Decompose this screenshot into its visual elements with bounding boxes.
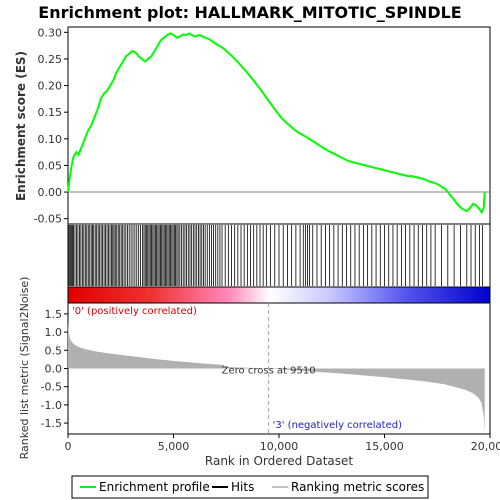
rank-y-tick-label: 1.5: [45, 308, 63, 321]
correlation-color-bar: [67, 286, 491, 304]
es-y-tick-label: 0.15: [38, 106, 63, 119]
rank-y-tick-label: -1.0: [41, 399, 62, 412]
es-y-tick-label: 0.10: [38, 133, 63, 146]
x-tick-label: 5,000: [158, 440, 190, 453]
x-tick-label: 15,000: [365, 440, 404, 453]
zero-cross-label: Zero cross at 9510: [222, 366, 316, 377]
x-axis-label: Rank in Ordered Dataset: [205, 454, 353, 468]
rank-y-axis-label: Ranked list metric (Signal2Noise): [18, 277, 31, 460]
ranked-metric-panel: -1.5 -1.0 -0.5 0.0 0.5 1.0 1.5 Zero cross at 9…: [18, 277, 491, 460]
x-tick-label: 20,000: [471, 440, 500, 453]
enrichment-score-panel: -0.05 0.00 0.05 0.10 0.15 0.20 0.25 0.30 Enrich…: [14, 26, 491, 226]
positive-correlation-label: '0' (positively correlated): [72, 306, 197, 317]
es-y-axis-ticks: -0.05 0.00 0.05 0.10 0.15 0.20 0.25 0.30: [34, 26, 68, 226]
chart-title: Enrichment plot: HALLMARK_MITOTIC_SPINDL…: [38, 3, 461, 22]
legend: Enrichment profile Hits Ranking metric s…: [71, 475, 429, 499]
x-tick-label: 10,000: [260, 440, 299, 453]
rank-y-tick-label: -1.5: [41, 417, 62, 430]
negative-correlation-label: '3' (negatively correlated): [273, 420, 402, 431]
es-panel-frame: [67, 26, 491, 225]
legend-label-ranking-metric: Ranking metric scores: [291, 480, 424, 494]
es-y-tick-label: 0.00: [38, 186, 63, 199]
legend-label-enrichment-profile: Enrichment profile: [99, 480, 210, 494]
rank-y-axis-ticks: -1.5 -1.0 -0.5 0.0 0.5 1.0 1.5: [41, 308, 68, 430]
es-y-axis-label: Enrichment score (ES): [14, 51, 28, 201]
ranking-metric-area: [68, 321, 485, 433]
hits-panel: [67, 223, 491, 304]
rank-y-tick-label: -0.5: [41, 381, 62, 394]
rank-y-tick-label: 0.0: [45, 363, 63, 376]
es-y-tick-label: 0.30: [38, 26, 63, 39]
es-y-tick-label: 0.25: [38, 53, 63, 66]
rank-y-tick-label: 1.0: [45, 326, 63, 339]
rank-y-tick-label: 0.5: [45, 344, 63, 357]
hit-ticks: [68, 225, 484, 286]
es-y-tick-label: 0.20: [38, 80, 63, 93]
x-tick-label: 0: [65, 440, 72, 453]
x-axis: 0 5,000 10,000 15,000 20,000: [65, 434, 500, 453]
legend-frame: [71, 475, 429, 499]
es-y-tick-label: 0.05: [38, 159, 63, 172]
enrichment-profile-line: [67, 32, 486, 215]
es-y-tick-label: -0.05: [34, 213, 62, 226]
legend-label-hits: Hits: [231, 480, 254, 494]
